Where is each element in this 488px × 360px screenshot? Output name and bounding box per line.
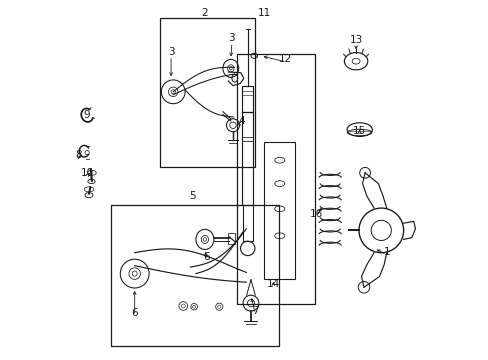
Text: 4: 4: [238, 116, 245, 126]
Bar: [237, 54, 314, 304]
Text: 3: 3: [228, 33, 235, 43]
Text: 2: 2: [201, 8, 207, 18]
Text: 3: 3: [167, 47, 174, 57]
Text: 15: 15: [352, 126, 366, 136]
Text: 9: 9: [84, 110, 90, 120]
Text: 13: 13: [349, 35, 362, 45]
Bar: [264, 142, 294, 279]
Bar: [228, 233, 234, 244]
Text: 16: 16: [309, 209, 323, 219]
Text: 1: 1: [383, 247, 389, 257]
Text: 6: 6: [131, 308, 138, 318]
Bar: [242, 112, 253, 205]
Text: 5: 5: [188, 191, 195, 201]
Bar: [111, 205, 278, 346]
Text: 14: 14: [266, 279, 279, 289]
Text: 7: 7: [251, 306, 258, 316]
Text: 6: 6: [203, 252, 209, 262]
Bar: [160, 18, 255, 167]
Bar: [242, 86, 253, 112]
Text: 8: 8: [75, 150, 81, 160]
Text: 12: 12: [279, 54, 292, 64]
Text: 11: 11: [257, 8, 270, 18]
Text: 10: 10: [81, 168, 94, 178]
Bar: [242, 205, 252, 241]
